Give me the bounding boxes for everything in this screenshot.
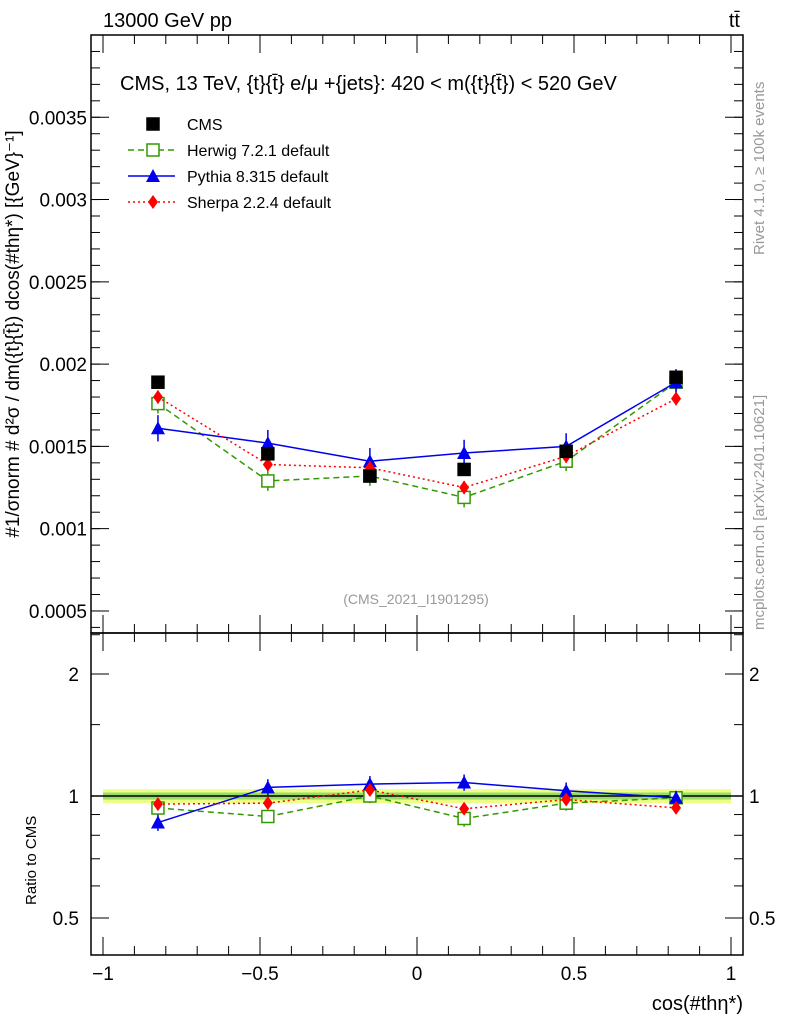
ratio-y-tick-label-right: 2 (749, 665, 760, 686)
process-label: tt̄ (729, 10, 741, 32)
y-tick-label: 0.003 (39, 191, 87, 212)
ratio-sherpa-point (561, 792, 572, 807)
x-tick-label: 0.5 (561, 964, 587, 985)
y-tick-label: 0.0005 (29, 602, 87, 623)
ratio-pythia-point (260, 780, 275, 794)
x-tick-label: −0.5 (241, 964, 279, 985)
energy-label: 13000 GeV pp (103, 10, 232, 32)
ratio-herwig-point (261, 809, 275, 824)
ratio-y-label: Ratio to CMS (23, 816, 40, 905)
ratio-herwig-line (157, 795, 677, 820)
x-axis-label: cos(#thη*) (652, 993, 743, 1015)
series-cms-point (363, 469, 377, 483)
series-cms-point (559, 444, 573, 459)
series-sherpa-line (157, 396, 677, 489)
ratio-sherpa-point (459, 801, 470, 816)
legend: CMS Herwig 7.2.1 default Pythia 8.315 defa… (128, 117, 332, 212)
y-tick-label: 0.001 (39, 520, 87, 541)
series-cms-point (261, 447, 275, 461)
x-tick-label: 0 (412, 964, 423, 985)
y-axis-label: #1/σnorm # d²σ / dm({t}{t̄}) dcos(#thη*)… (3, 130, 24, 537)
analysis-annotation: (CMS_2021_I1901295) (343, 591, 489, 607)
y-tick-label: 0.002 (39, 355, 87, 376)
ratio-y-tick-label: 0.5 (53, 909, 79, 930)
x-tick-label: 1 (726, 964, 737, 985)
series-sherpa-point (262, 457, 273, 472)
series-pythia-point (150, 421, 165, 435)
legend-label: CMS (187, 117, 223, 134)
ratio-y-tick-label: 1 (68, 787, 79, 808)
ratio-pythia-line (157, 781, 677, 824)
y-tick-label: 0.0035 (29, 108, 87, 129)
ratio-pythia-point (457, 775, 472, 789)
ratio-y-tick-label-right: 0.5 (749, 909, 775, 930)
ratio-sherpa-point (152, 797, 163, 812)
ratio-sherpa-point (364, 782, 375, 797)
series-sherpa-point (152, 390, 163, 405)
ratio-y-tick-label-right: 1 (749, 787, 760, 808)
series-pythia-point (362, 454, 377, 468)
series-cms-point (151, 375, 165, 389)
legend-marker (146, 169, 160, 182)
legend-label: Herwig 7.2.1 default (187, 143, 330, 160)
series-cms-point (669, 370, 683, 385)
ratio-sherpa-point (671, 800, 682, 815)
legend-marker (146, 143, 160, 157)
series-pythia-line (157, 381, 677, 462)
series-cms-point (457, 462, 471, 477)
source-label: mcplots.cern.ch [arXiv:2401.10621] (751, 395, 768, 630)
rivet-label: Rivet 4.1.0, ≥ 100k events (751, 82, 768, 255)
chart-title: CMS, 13 TeV, {t}{t̄} e/μ +{jets}: 420 < … (120, 73, 618, 95)
legend-label: Pythia 8.315 default (187, 169, 329, 186)
series-pythia-point (260, 436, 275, 450)
legend-marker (146, 117, 160, 131)
series-sherpa-point (671, 391, 682, 406)
x-tick-label: −1 (92, 964, 114, 985)
ratio-pythia-point (150, 815, 165, 829)
ratio-sherpa-line (157, 789, 677, 810)
ratio-pythia-point (559, 783, 574, 797)
series-herwig-point (261, 474, 275, 488)
ratio-y-tick-label: 2 (68, 665, 79, 686)
series-pythia-point (457, 445, 472, 459)
series-herwig-line (157, 381, 677, 499)
ratio-pythia-point (669, 790, 684, 804)
series-sherpa-point (459, 480, 470, 495)
y-tick-label: 0.0025 (29, 273, 87, 294)
legend-label: Sherpa 2.2.4 default (187, 195, 332, 212)
legend-marker (148, 195, 158, 209)
y-tick-label: 0.0015 (29, 437, 87, 458)
ratio-sherpa-point (262, 796, 273, 811)
